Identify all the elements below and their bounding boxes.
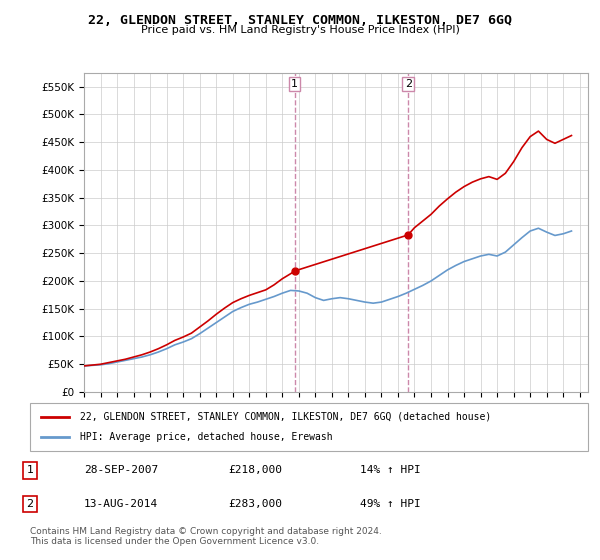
Text: £218,000: £218,000 (228, 465, 282, 475)
FancyBboxPatch shape (30, 403, 588, 451)
Text: 22, GLENDON STREET, STANLEY COMMON, ILKESTON, DE7 6GQ (detached house): 22, GLENDON STREET, STANLEY COMMON, ILKE… (80, 412, 491, 422)
Text: 22, GLENDON STREET, STANLEY COMMON, ILKESTON, DE7 6GQ: 22, GLENDON STREET, STANLEY COMMON, ILKE… (88, 14, 512, 27)
Text: 2: 2 (26, 499, 34, 509)
Text: 28-SEP-2007: 28-SEP-2007 (84, 465, 158, 475)
Text: 13-AUG-2014: 13-AUG-2014 (84, 499, 158, 509)
Text: 49% ↑ HPI: 49% ↑ HPI (360, 499, 421, 509)
Text: Contains HM Land Registry data © Crown copyright and database right 2024.
This d: Contains HM Land Registry data © Crown c… (30, 526, 382, 546)
Text: 14% ↑ HPI: 14% ↑ HPI (360, 465, 421, 475)
Text: 1: 1 (26, 465, 34, 475)
Text: £283,000: £283,000 (228, 499, 282, 509)
Text: 1: 1 (291, 79, 298, 89)
Text: Price paid vs. HM Land Registry's House Price Index (HPI): Price paid vs. HM Land Registry's House … (140, 25, 460, 35)
Text: HPI: Average price, detached house, Erewash: HPI: Average price, detached house, Erew… (80, 432, 333, 442)
Text: 2: 2 (404, 79, 412, 89)
